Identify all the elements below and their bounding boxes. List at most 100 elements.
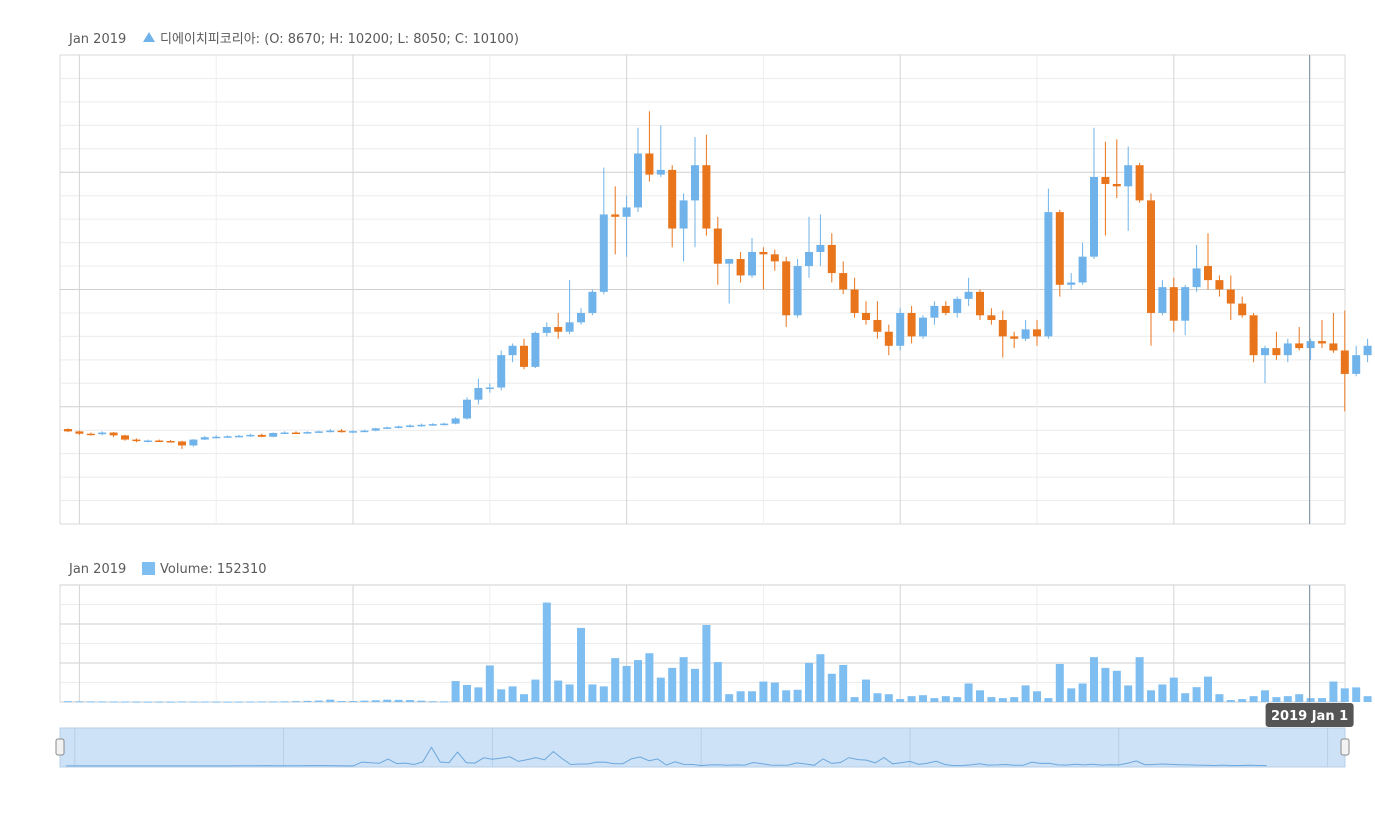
volume-bar [371, 700, 380, 702]
volume-bar [919, 695, 927, 702]
volume-bar [406, 700, 414, 702]
candle [679, 193, 688, 262]
volume-bar [155, 701, 164, 703]
volume-bar [736, 691, 745, 702]
candle-body [1340, 350, 1349, 374]
candle [976, 289, 984, 320]
candle-body [782, 261, 791, 316]
candle-body [896, 312, 905, 346]
range-navigator[interactable] [55, 727, 1350, 768]
volume-bar [1238, 699, 1247, 702]
candle-body [1101, 176, 1110, 184]
candle [827, 233, 836, 283]
candle [577, 308, 585, 325]
volume-bar [793, 689, 802, 702]
volume-bar [292, 701, 300, 703]
navigator-left-handle[interactable] [55, 738, 65, 756]
navigator-right-handle[interactable] [1340, 738, 1350, 756]
volume-bar [1181, 693, 1190, 702]
candle [508, 343, 517, 363]
candle-body [873, 319, 882, 332]
candle-body [1283, 343, 1292, 356]
candle-body [1112, 183, 1121, 187]
volume-bar [907, 696, 916, 702]
volume-bar [816, 654, 825, 702]
volume-bar [1261, 690, 1269, 702]
candle [109, 432, 118, 438]
candle [394, 425, 403, 429]
candle [953, 296, 962, 318]
volume-bar [303, 700, 312, 702]
crosshair-date-label: 2019 Jan 1 [1271, 709, 1348, 724]
candle [862, 301, 870, 325]
candle [1249, 312, 1258, 363]
volume-bar [668, 667, 677, 702]
candle [634, 127, 642, 213]
candle-body [1215, 280, 1224, 290]
candle [770, 249, 779, 271]
triangle-up-icon [143, 32, 155, 42]
square-icon [142, 562, 155, 575]
candle-body [713, 228, 722, 264]
candle-body [474, 387, 483, 400]
volume-bar [645, 653, 654, 702]
candle [645, 111, 654, 182]
candle [1204, 233, 1212, 290]
volume-bar [451, 681, 460, 702]
candle-body [554, 327, 563, 332]
candle-body [314, 431, 323, 433]
price-legend-date: Jan 2019 [68, 32, 126, 47]
candle [497, 350, 506, 391]
volume-bar [212, 701, 221, 703]
navigator-volume-line [66, 746, 1267, 767]
volume-bar [98, 701, 107, 703]
volume-bar [634, 660, 642, 702]
navigator-selection[interactable] [59, 727, 1346, 768]
candle [121, 434, 129, 441]
candle-body [1352, 355, 1361, 374]
candle [463, 397, 471, 420]
candle-body [1238, 303, 1247, 316]
candle-body [394, 426, 403, 428]
candle [200, 436, 209, 441]
volume-bar [497, 689, 506, 702]
candle [485, 383, 494, 393]
volume-bar [577, 627, 585, 702]
volume-bar [121, 701, 129, 703]
candle [1306, 338, 1315, 360]
candle [189, 439, 198, 447]
volume-bar [257, 701, 266, 703]
candle-body [531, 332, 540, 367]
volume-bar [314, 700, 323, 702]
volume-bar [440, 701, 449, 703]
candle-body [1135, 165, 1144, 201]
candle-body [86, 433, 95, 436]
candle [907, 305, 916, 344]
candle [1044, 188, 1053, 339]
candle-body [1272, 348, 1281, 356]
candle-body [1363, 345, 1372, 356]
candle-body [75, 431, 84, 434]
candle [269, 432, 278, 438]
candle [1272, 331, 1281, 360]
volume-bar [1010, 697, 1019, 702]
candle [428, 423, 437, 426]
candle [964, 277, 973, 306]
candle [1055, 209, 1064, 297]
candle [725, 259, 734, 304]
volume-bar [1340, 688, 1349, 702]
candle [622, 195, 631, 257]
candle [1192, 244, 1201, 292]
candle [611, 186, 620, 255]
candle [75, 430, 84, 435]
candle-body [1249, 315, 1258, 356]
candle [1078, 242, 1087, 285]
candle [64, 428, 72, 433]
candle-body [1147, 200, 1155, 313]
volume-bar [269, 701, 278, 703]
candle-body [303, 432, 312, 434]
candle-body [611, 214, 620, 217]
volume-bar [953, 697, 962, 702]
candle [702, 134, 711, 236]
candle-body [656, 169, 665, 175]
